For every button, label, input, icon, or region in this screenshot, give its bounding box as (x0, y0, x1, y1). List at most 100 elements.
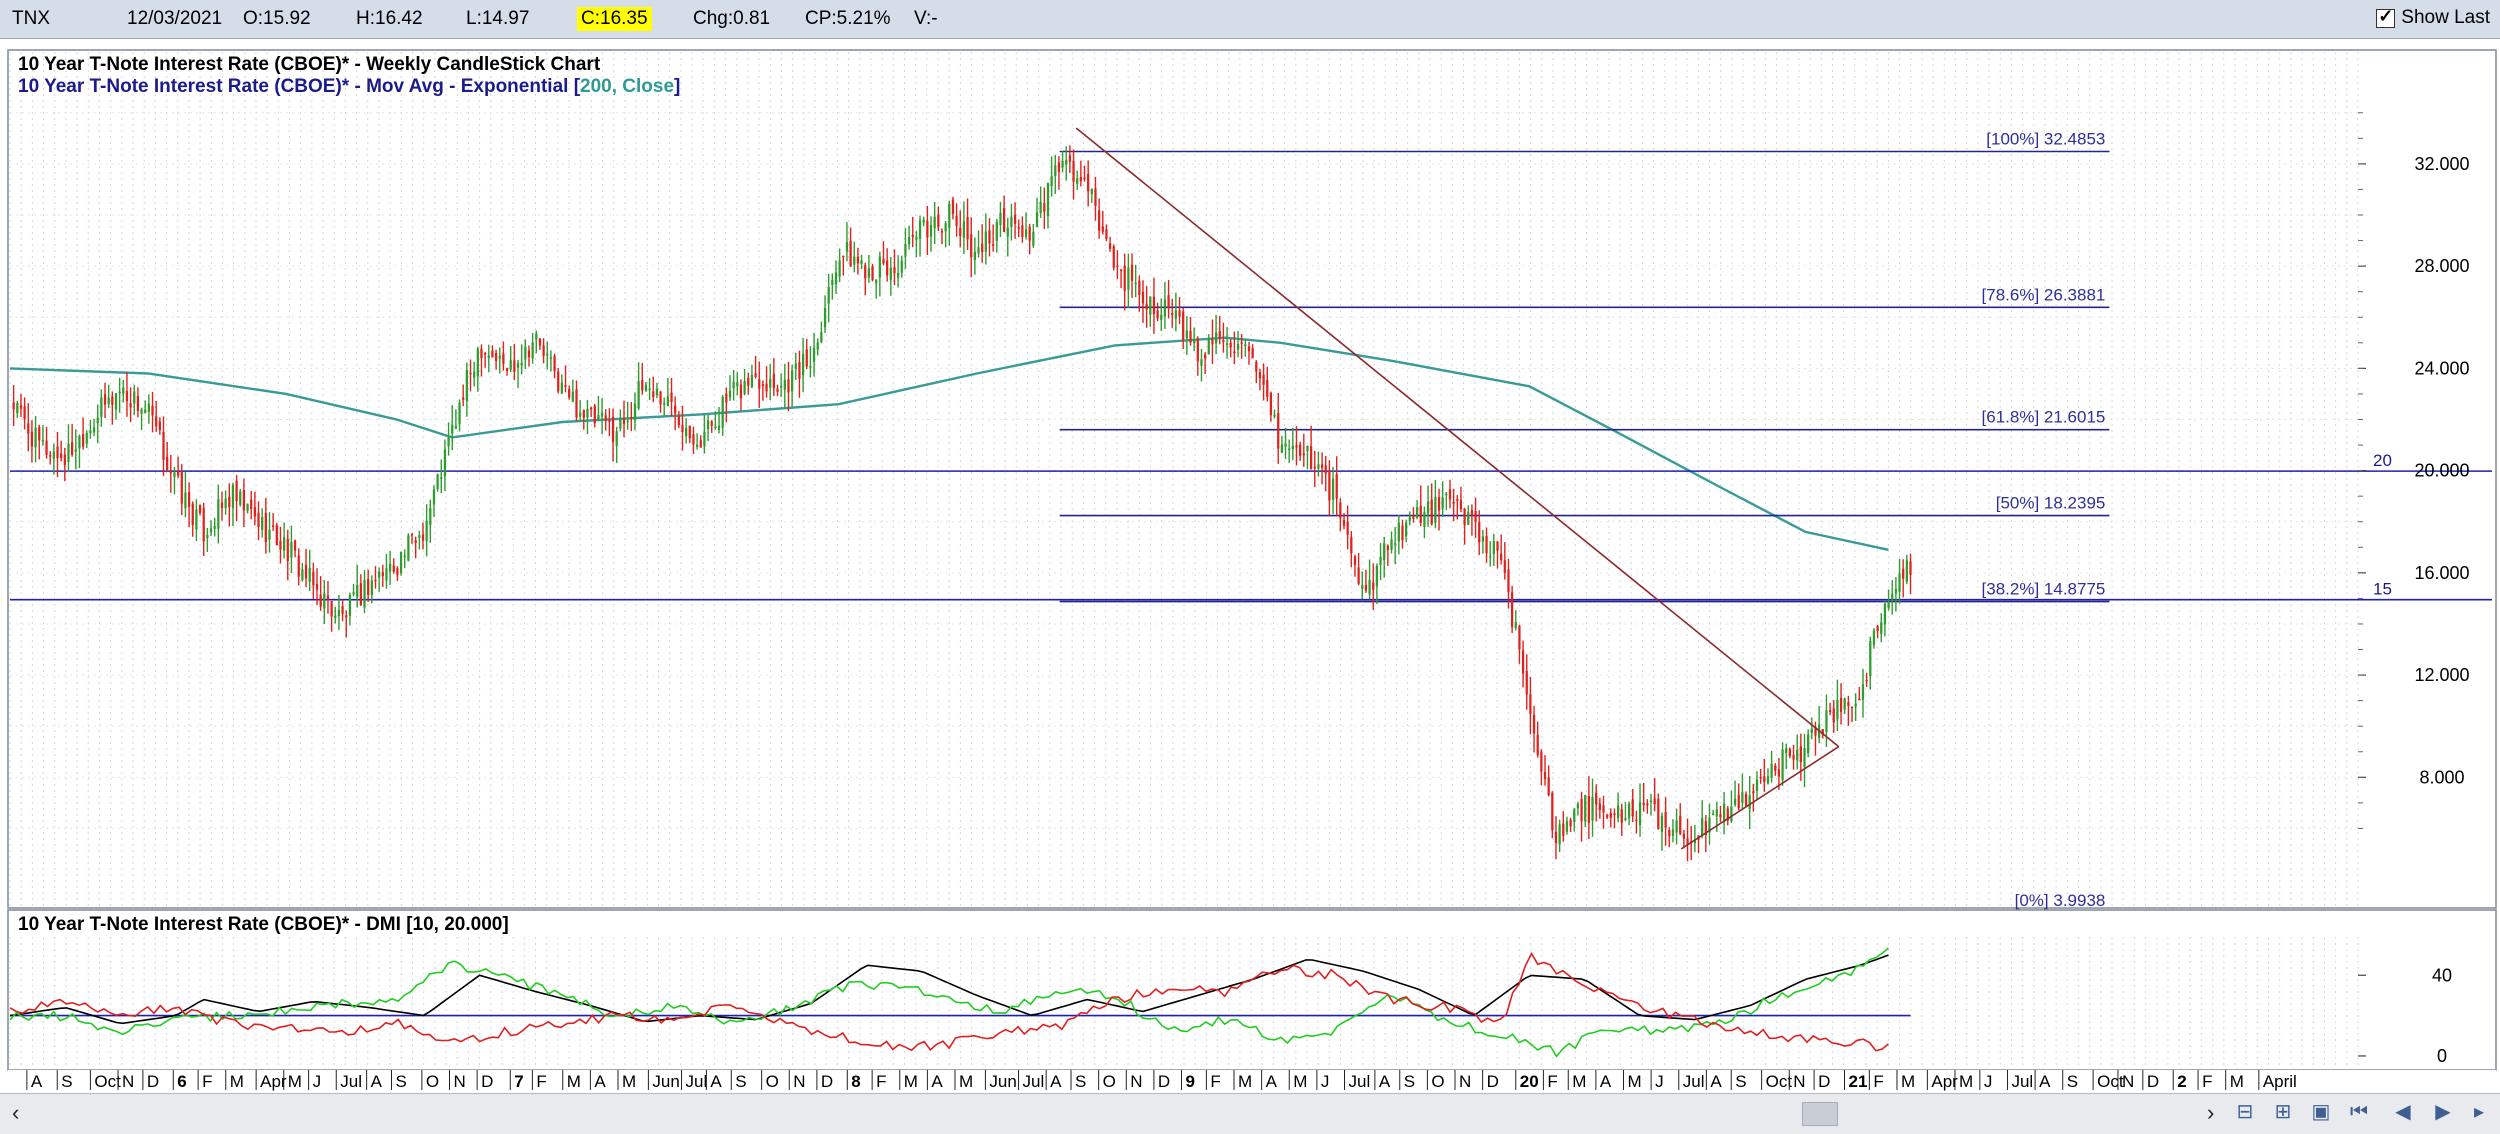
candle-body (1547, 777, 1550, 795)
candle-body (1481, 536, 1485, 542)
candle-body (1174, 310, 1178, 319)
show-last-toggle[interactable]: Show Last (2376, 6, 2490, 29)
candle-body (1807, 734, 1810, 754)
candle-body (38, 426, 41, 441)
candle-body (144, 409, 147, 414)
candle-body (206, 534, 209, 539)
candle-body (1361, 585, 1364, 589)
scroll-right-arrow-icon[interactable]: › (2207, 1100, 2215, 1125)
scroll-right-icon[interactable]: ▶ (2435, 1101, 2451, 1123)
show-last-checkbox[interactable] (2376, 6, 2396, 28)
candle-body (337, 609, 341, 616)
candle-body (1149, 296, 1152, 315)
volume-value: V:- (914, 8, 938, 29)
candle-body (747, 377, 750, 386)
candle-body (597, 415, 600, 420)
candle-body (23, 406, 26, 420)
candle-body (1894, 588, 1898, 594)
candle-body (827, 287, 830, 304)
candle-body (1609, 812, 1612, 818)
candle-body (1861, 684, 1865, 700)
candle-body (1218, 331, 1221, 339)
scroll-last-icon[interactable]: ▸ (2473, 1101, 2485, 1123)
candle-body (399, 551, 403, 574)
candle-body (1306, 445, 1309, 452)
candle-body (889, 267, 892, 281)
candle-body (279, 540, 282, 550)
candle-body (272, 525, 275, 527)
x-tick-label: M (1572, 1072, 1586, 1091)
candle-body (1752, 791, 1755, 794)
fit-icon[interactable]: ▣ (2311, 1101, 2331, 1123)
horizontal-scrollbar[interactable]: ‹ › ⊟ ⊞ ▣ ⏮ ◀ ▶ ▸ (0, 1093, 2500, 1134)
candle-body (1258, 372, 1262, 379)
candle-body (487, 355, 490, 358)
candle-body (1353, 556, 1357, 565)
candle-body (1613, 813, 1616, 815)
candle-body (758, 379, 761, 389)
candle-body (513, 360, 516, 372)
candle-body (63, 454, 66, 466)
x-tick-label: Oct (1766, 1072, 1793, 1091)
candle-body (374, 579, 377, 582)
candle-body (198, 504, 202, 514)
candle-body (1247, 346, 1251, 352)
candle-body (129, 403, 132, 408)
candle-body (1394, 543, 1397, 545)
candle-body (812, 347, 816, 362)
candle-body (1207, 338, 1210, 355)
candle-body (849, 240, 852, 267)
price-panel-frame (7, 49, 2497, 909)
scroll-left-arrow-icon[interactable]: ‹ (12, 1100, 20, 1125)
candle-body (714, 426, 717, 429)
candle-body (1105, 229, 1108, 240)
candle-body (695, 444, 699, 447)
candle-body (1368, 579, 1371, 595)
candle-body (674, 405, 677, 414)
zoom-out-icon[interactable]: ⊟ (2236, 1101, 2254, 1123)
candle-body (1562, 823, 1565, 836)
x-tick-label: F (2202, 1072, 2212, 1091)
x-tick-label: Jul (1349, 1072, 1371, 1091)
candle-body (622, 418, 626, 425)
x-tick-label: 21 (1848, 1072, 1867, 1091)
candle-body (1799, 746, 1802, 763)
candle-body (1138, 280, 1141, 295)
scroll-first-icon[interactable]: ⏮ (2350, 1101, 2368, 1123)
candle-body (1445, 493, 1448, 496)
candle-body (896, 272, 900, 278)
candle-body (1145, 304, 1148, 310)
candle-body (1335, 474, 1338, 499)
candle-body (809, 366, 812, 368)
fibonacci-levels: [100%] 32.4853 [78.6%] 26.3881 [61.8%] 21.… (1059, 129, 2110, 910)
x-tick-label: F (1547, 1072, 1557, 1091)
x-tick-label: S (1404, 1072, 1415, 1091)
x-tick-label: Apr (1931, 1072, 1958, 1091)
candle-body (615, 431, 618, 447)
candle-body (1094, 188, 1097, 206)
x-tick-label: M (567, 1072, 581, 1091)
candle-body (114, 393, 118, 410)
candle-body (1865, 679, 1868, 682)
candle-body (1701, 818, 1704, 837)
candle-body (575, 389, 578, 418)
zoom-in-icon[interactable]: ⊞ (2274, 1101, 2292, 1123)
scroll-left-icon[interactable]: ◀ (2395, 1101, 2411, 1123)
candle-body (589, 407, 593, 410)
candle-body (81, 434, 85, 447)
candle-body (1379, 556, 1382, 565)
candle-body (882, 258, 885, 264)
scrollbar-thumb[interactable] (1802, 1102, 1838, 1126)
candle-body (217, 499, 220, 529)
y-tick-label: 16.000 (2414, 563, 2469, 583)
candle-body (136, 396, 140, 412)
candle-body (907, 237, 911, 245)
candle-body (304, 564, 308, 579)
candle-body (158, 421, 161, 431)
candle-body (1858, 698, 1861, 701)
x-tick-label: F (536, 1072, 546, 1091)
candle-body (1503, 560, 1506, 573)
candle-body (1825, 710, 1828, 733)
